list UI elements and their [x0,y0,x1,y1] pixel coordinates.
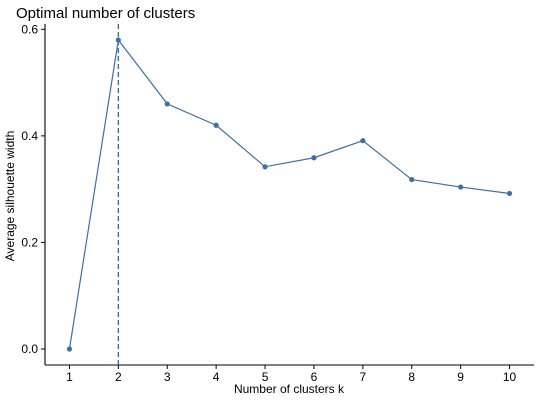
data-point [458,184,464,190]
data-point [409,176,415,183]
x-tick-label: 6 [311,370,318,384]
y-axis-title: Average silhouette width [3,131,17,262]
data-point [262,164,268,170]
y-ticks: 0.0 0.2 0.4 0.6 [21,22,45,356]
chart-title: Optimal number of clusters [16,5,195,22]
series-line [68,38,510,350]
data-point [360,138,366,144]
x-tick-label: 5 [262,370,269,384]
data-point [506,190,513,197]
x-tick-label: 1 [66,370,73,384]
data-point [311,155,317,161]
x-tick-label: 4 [213,370,220,384]
data-point [66,346,73,352]
y-tick-label: 0.6 [21,22,38,36]
series-points [66,37,513,352]
x-tick-label: 8 [408,370,415,384]
plot-area: 1 2 3 4 5 6 7 8 9 10 0.0 0.2 0.4 0.6 [21,22,534,384]
x-tick-label: 9 [457,370,464,384]
y-tick-label: 0.0 [21,342,38,356]
x-tick-label: 7 [360,370,367,384]
x-tick-label: 2 [115,370,122,384]
data-point [115,37,121,43]
y-tick-label: 0.4 [21,129,38,143]
x-ticks: 1 2 3 4 5 6 7 8 9 10 [66,365,517,384]
x-axis-title: Number of clusters k [234,382,345,396]
x-tick-label: 10 [503,370,517,384]
x-tick-label: 3 [164,370,171,384]
data-point [164,101,170,107]
data-point [213,122,219,128]
y-tick-label: 0.2 [21,235,38,249]
